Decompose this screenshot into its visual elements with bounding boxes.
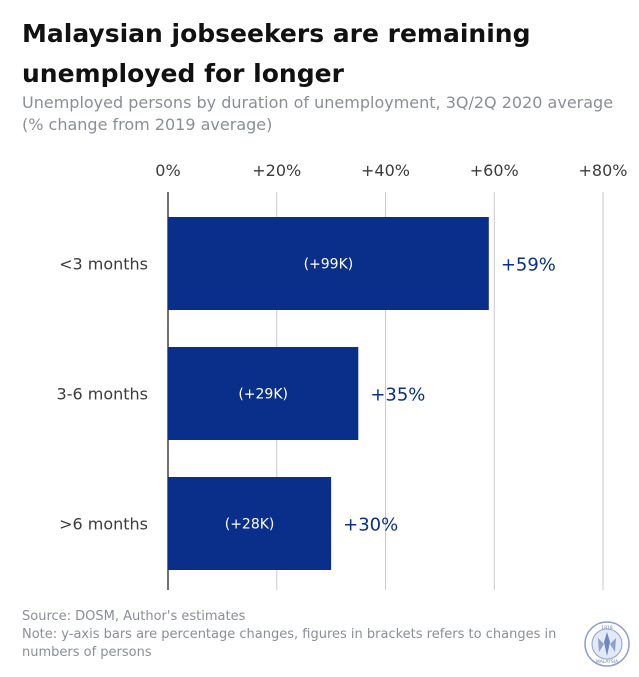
x-tick-label: 0%	[155, 161, 180, 180]
bar-value-label: +35%	[370, 385, 425, 406]
x-axis-tick-labels: 0% +20% +40% +60% +80%	[155, 161, 627, 180]
x-tick-label: +80%	[579, 161, 628, 180]
bar	[168, 477, 332, 570]
chart-subtitle: Unemployed persons by duration of unempl…	[22, 93, 614, 134]
bar-chart: 0% +20% +40% +60% +80% (+99K) +59%(+29K) +35%(…	[57, 161, 627, 590]
x-tick-label: +60%	[470, 161, 519, 180]
x-tick-label: +40%	[361, 161, 410, 180]
bar-inner-label: (+99K)	[304, 257, 354, 273]
seal-logo-icon: 1818 MALAYSIA	[584, 621, 630, 667]
bar-inner-label: (+29K)	[238, 387, 288, 403]
x-tick-label: +20%	[252, 161, 301, 180]
category-label: <3 months	[59, 255, 148, 274]
footer: Source: DOSM, Author's estimates Note: y…	[22, 608, 582, 662]
bars: (+99K) +59% (+29K) +35% (+28K) +30%	[168, 217, 556, 570]
source-note: Source: DOSM, Author's estimates	[22, 609, 246, 624]
category-label: >6 months	[59, 515, 148, 534]
methodology-note: Note: y-axis bars are percentage changes…	[22, 627, 557, 660]
chart-title: Malaysian jobseekers are remaining unemp…	[22, 19, 531, 88]
category-label: 3-6 months	[57, 385, 148, 404]
bar-value-label: +30%	[343, 515, 398, 536]
logo-bottom-text: MALAYSIA	[596, 659, 619, 665]
bar	[168, 347, 359, 440]
category-labels: <3 months 3-6 months >6 months	[57, 255, 148, 534]
bar-value-label: +59%	[501, 255, 556, 276]
bar-inner-label: (+28K)	[225, 517, 275, 533]
logo-top-text: 1818	[601, 625, 613, 631]
bar	[168, 217, 489, 310]
